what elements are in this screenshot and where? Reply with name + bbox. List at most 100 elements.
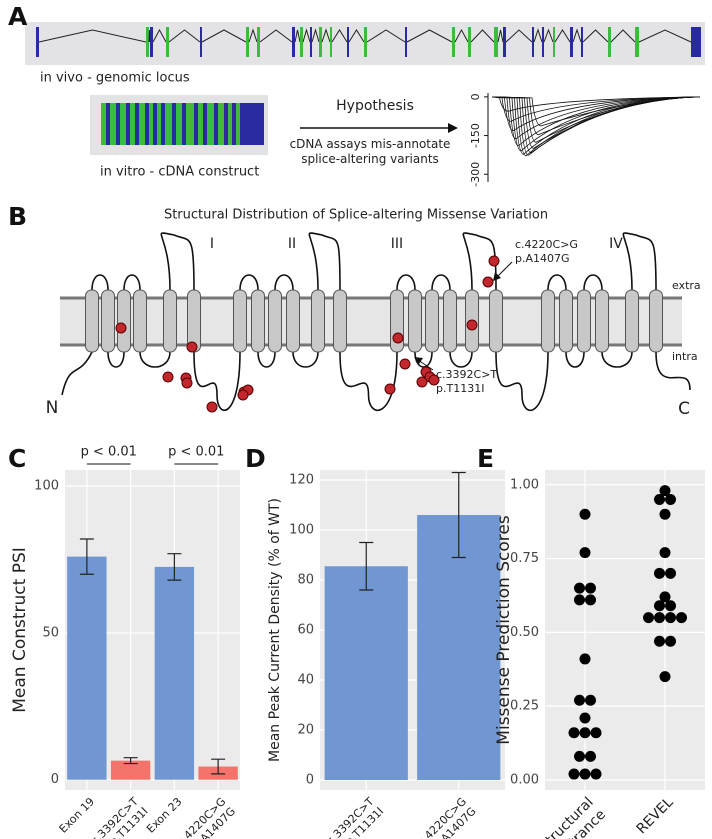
bar [324, 566, 408, 780]
error-bar [79, 538, 94, 575]
significance-label: p < 0.01 [81, 445, 137, 460]
exon [542, 27, 544, 57]
channel: I II III IV [61, 232, 691, 413]
variant-site [181, 377, 193, 389]
stripe [203, 103, 207, 145]
x-tick-label: REVEL [634, 794, 677, 837]
dot [659, 547, 671, 559]
y-tick-label: 20 [297, 723, 314, 738]
helix [425, 289, 439, 353]
intron [152, 28, 167, 43]
dot [568, 727, 580, 739]
helix [163, 289, 177, 353]
helix [333, 289, 347, 353]
exon [691, 27, 701, 57]
x-tick-label: c.3392C>Tp.T1131I [324, 795, 386, 839]
stripe [106, 103, 110, 145]
dot [665, 600, 676, 612]
stripe [145, 103, 149, 145]
stripe [232, 103, 236, 145]
hypothesis-text: cDNA assays mis-annotate splice-altering … [290, 137, 451, 166]
variant-site [384, 383, 396, 395]
current-traces: 0 -150 -300 [469, 93, 701, 187]
plot-panel [545, 470, 705, 790]
x-tick-label: c.3392C>Tp.T1131I [88, 795, 150, 839]
exon [468, 27, 471, 57]
helix [649, 289, 663, 353]
dot [659, 508, 671, 520]
stripe [116, 103, 120, 145]
cdna-label: in vitro - cDNA construct [100, 165, 259, 180]
y-tick-label: 120 [289, 473, 314, 488]
dot [579, 712, 591, 724]
intron [406, 29, 453, 43]
y-tick-label: 0.25 [510, 699, 539, 714]
x-tick-label: Exon 23 [144, 795, 185, 836]
intron [454, 28, 469, 43]
c-terminus: C [678, 399, 690, 419]
trace [491, 96, 701, 122]
error-bar [167, 553, 182, 581]
exon [553, 27, 555, 57]
domain-label: III [391, 236, 403, 252]
dot [579, 727, 591, 739]
dot [659, 671, 671, 683]
exon [300, 27, 303, 57]
dot [654, 567, 665, 579]
variant-site [186, 341, 198, 353]
dot [590, 768, 602, 780]
intron [366, 29, 406, 43]
dot [574, 750, 585, 762]
pointer-head [414, 357, 423, 364]
helix [311, 289, 325, 353]
variant-site [428, 374, 440, 386]
dot [665, 567, 676, 579]
dot [659, 485, 671, 497]
panel-b-title: Structural Distribution of Splice-alteri… [164, 208, 548, 223]
variant-site [399, 358, 411, 370]
x-tick-label: c.4220C>Gp.A1407G [415, 795, 478, 839]
dot [654, 600, 665, 612]
dot [579, 508, 591, 520]
variant-site [416, 376, 428, 388]
exon [494, 27, 498, 57]
trace [491, 96, 701, 156]
helix [541, 289, 555, 353]
exon [405, 27, 407, 57]
variant-site [482, 276, 494, 288]
intron [505, 29, 533, 43]
dot [579, 547, 591, 559]
variant-site [115, 322, 127, 334]
trace-tick-label: -300 [469, 162, 482, 187]
stripe [182, 103, 186, 145]
exon [246, 27, 249, 57]
exon [503, 27, 506, 57]
helix [595, 289, 609, 353]
intron [201, 29, 247, 43]
dot [574, 694, 585, 706]
intron [302, 28, 311, 43]
dot [585, 750, 596, 762]
helix [577, 289, 591, 353]
y-tick-label: 0.00 [510, 772, 539, 787]
genomic-label: in vivo - genomic locus [40, 71, 190, 86]
arrow-head [448, 123, 458, 133]
dot [654, 612, 665, 624]
intron [582, 29, 609, 43]
trace [491, 96, 701, 112]
stripe [172, 103, 176, 145]
helix [85, 289, 99, 353]
bar [67, 556, 107, 780]
intron [543, 28, 554, 43]
trace [491, 96, 701, 157]
intron [294, 29, 301, 43]
domain-label: II [288, 236, 296, 252]
helix [559, 289, 573, 353]
exon [330, 27, 332, 57]
panel-label: E [477, 444, 494, 473]
panel-label: C [8, 444, 26, 473]
dot [654, 635, 665, 647]
exon [452, 27, 455, 57]
